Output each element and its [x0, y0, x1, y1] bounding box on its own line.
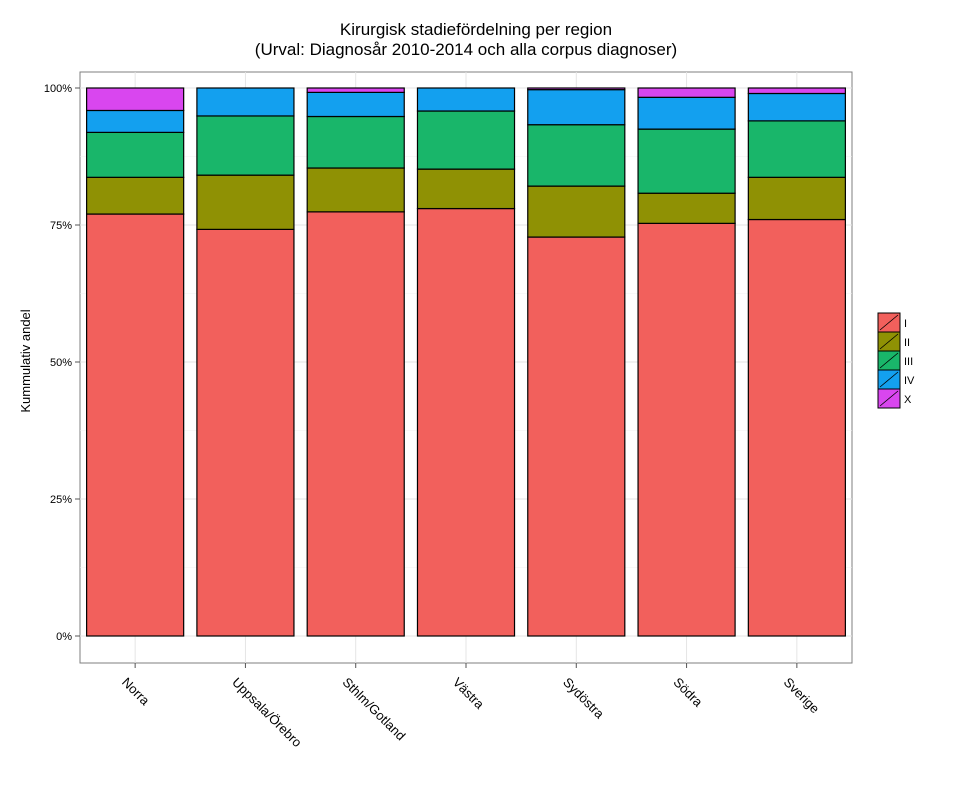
- legend-label-I: I: [904, 318, 907, 330]
- bar-segment-IV: [86, 109, 185, 133]
- bar-segment-II: [196, 174, 295, 230]
- bar-segment-II: [637, 192, 736, 224]
- bar-segment-X: [747, 87, 846, 95]
- bar-segment-I: [306, 211, 405, 637]
- bar-segment-IV: [306, 91, 405, 118]
- x-tick-label: Västra: [450, 675, 488, 713]
- bar-segment-X: [637, 87, 736, 98]
- legend-label-III: III: [904, 356, 913, 368]
- bar-segment-I: [637, 222, 736, 637]
- bar-segment-I: [196, 228, 295, 637]
- bar-segment-III: [527, 124, 626, 187]
- bar-segment-II: [306, 167, 405, 213]
- bar-segment-IV: [196, 87, 295, 117]
- bar-segment-X: [306, 87, 405, 93]
- y-tick-label: 50%: [50, 357, 72, 369]
- x-axis: Norra Uppsala/Örebro Sthlm/Gotland Västra Sy…: [119, 663, 823, 751]
- bar-segment-X: [86, 87, 185, 112]
- bar-segment-II: [416, 168, 516, 210]
- legend-key-slash: [879, 390, 899, 407]
- x-tick-label: Uppsala/Örebro: [229, 675, 305, 751]
- legend-key-slash: [879, 352, 899, 369]
- y-axis: 0% 25% 50% 75% 100%: [44, 83, 80, 643]
- bar-segment-III: [86, 131, 185, 178]
- legend-key-slash: [879, 314, 899, 331]
- bar-segment-IV: [747, 92, 846, 122]
- y-axis-label: Kummulativ andel: [18, 309, 33, 412]
- chart-subtitle: (Urval: Diagnosår 2010-2014 och alla cor…: [255, 40, 677, 59]
- bar-segment-III: [637, 128, 736, 194]
- legend-key-slash: [879, 371, 899, 388]
- bar-segment-II: [527, 185, 626, 238]
- y-tick-label: 0%: [56, 631, 72, 643]
- chart-title: Kirurgisk stadiefördelning per region: [340, 20, 612, 39]
- x-tick-label: Norra: [119, 675, 153, 709]
- legend-key-slash: [879, 333, 899, 350]
- bar-segment-I: [86, 213, 185, 637]
- x-tick-label: Sydöstra: [560, 675, 607, 722]
- legend-label-II: II: [904, 337, 910, 349]
- bar-segment-III: [416, 110, 516, 170]
- bar-segment-II: [86, 176, 185, 215]
- x-tick-label: Södra: [670, 675, 706, 711]
- y-tick-label: 25%: [50, 494, 72, 506]
- bar-segment-IV: [527, 89, 626, 126]
- y-tick-label: 75%: [50, 220, 72, 232]
- bar-segment-I: [747, 218, 846, 637]
- legend-label-X: X: [904, 394, 912, 406]
- bar-segment-I: [416, 207, 516, 637]
- x-tick-label: Sverige: [781, 675, 823, 717]
- bar-segment-III: [306, 115, 405, 169]
- bar-segment-II: [747, 176, 846, 221]
- x-tick-label: Sthlm/Gotland: [340, 675, 409, 744]
- bar-segment-X: [527, 87, 626, 91]
- bar-segment-III: [196, 115, 295, 176]
- legend-label-IV: IV: [904, 375, 915, 387]
- bars-group: [86, 87, 846, 637]
- bar-segment-I: [527, 236, 626, 637]
- bar-segment-IV: [416, 87, 516, 112]
- bar-segment-IV: [637, 96, 736, 130]
- bar-segment-III: [747, 120, 846, 178]
- y-tick-label: 100%: [44, 83, 72, 95]
